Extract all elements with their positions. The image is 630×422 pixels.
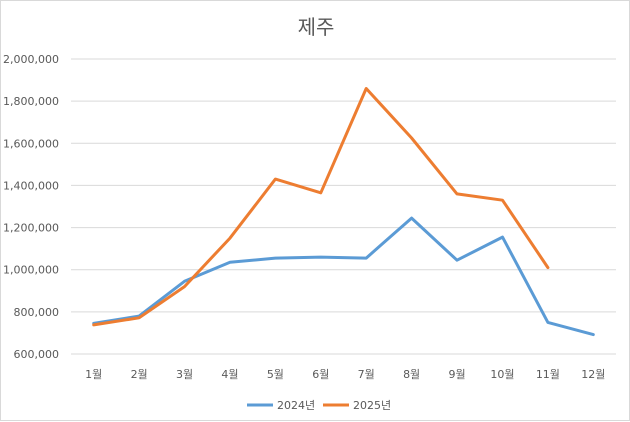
y-tick-label: 800,000 <box>14 306 60 319</box>
x-tick-label: 9월 <box>448 368 465 381</box>
legend-label: 2025년 <box>353 399 391 412</box>
y-axis-ticks: 600,000 800,000 1,000,000 1,200,000 1,400,00… <box>3 53 59 361</box>
y-tick-label: 1,000,000 <box>3 264 59 277</box>
y-tick-label: 1,800,000 <box>3 95 59 108</box>
x-tick-label: 3월 <box>176 368 193 381</box>
x-tick-label: 8월 <box>403 368 420 381</box>
x-tick-label: 1월 <box>85 368 102 381</box>
y-tick-label: 1,400,000 <box>3 179 59 192</box>
x-tick-label: 12월 <box>581 368 605 381</box>
x-tick-label: 5월 <box>267 368 284 381</box>
x-axis-ticks: 1월 2월 3월 4월 5월 6월 7월 8월 9월 10월 11월 12월 <box>85 368 605 381</box>
y-tick-label: 2,000,000 <box>3 53 59 66</box>
x-tick-label: 10월 <box>490 368 514 381</box>
x-tick-label: 11월 <box>536 368 560 381</box>
series-line <box>92 216 595 337</box>
y-tick-label: 1,600,000 <box>3 137 59 150</box>
series-line <box>92 87 550 327</box>
legend: 2024년 2025년 <box>247 399 391 412</box>
y-tick-label: 600,000 <box>14 348 60 361</box>
series-lines <box>92 87 595 337</box>
chart-title: 제주 <box>298 15 335 39</box>
x-tick-label: 2월 <box>131 368 148 381</box>
y-tick-label: 1,200,000 <box>3 222 59 235</box>
x-tick-label: 4월 <box>221 368 238 381</box>
legend-label: 2024년 <box>277 399 315 412</box>
x-tick-label: 6월 <box>312 368 329 381</box>
x-tick-label: 7월 <box>358 368 375 381</box>
